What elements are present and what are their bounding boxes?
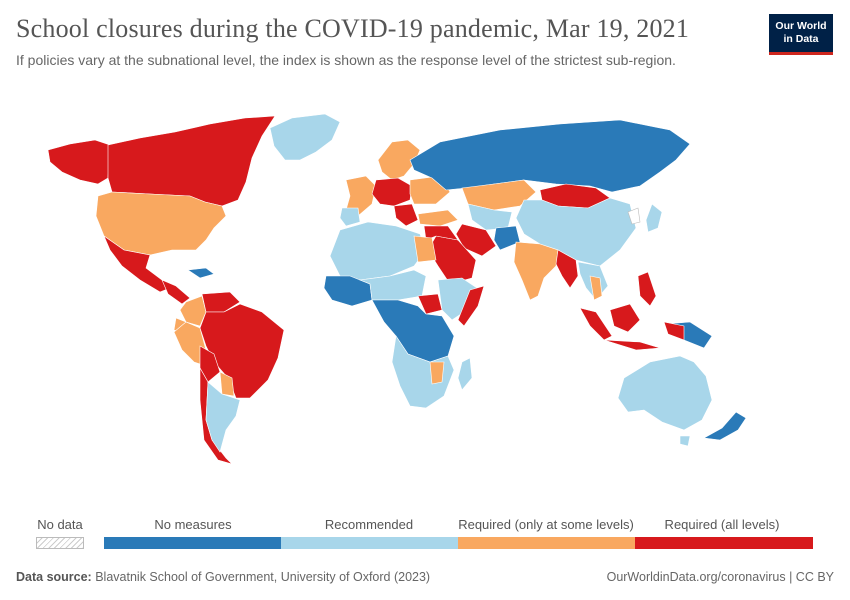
region-china[interactable] [515,197,637,267]
region-egypt[interactable] [413,235,437,263]
region-paraguay[interactable] [219,371,235,397]
data-source-text[interactable]: Blavatnik School of Government, Universi… [95,570,431,584]
region-tasmania[interactable] [679,435,691,447]
legend-no-data-swatch [36,537,84,549]
region-western-europe[interactable] [345,175,377,217]
legend-label-no-measures: No measures [154,517,232,532]
region-iberia[interactable] [339,207,361,227]
region-north-africa[interactable] [329,221,427,281]
region-central-america[interactable] [161,279,191,305]
region-myanmar[interactable] [555,249,579,289]
legend: No data No measures Recommended Required… [0,515,850,555]
region-korea[interactable] [627,207,641,225]
chart-subtitle: If policies vary at the subnational leve… [16,52,676,68]
region-canada[interactable] [107,115,276,207]
region-indonesia-west[interactable] [579,307,613,341]
region-india[interactable] [513,241,559,301]
legend-no-data-label: No data [37,517,83,532]
region-japan[interactable] [645,203,663,233]
world-map[interactable] [0,100,850,480]
region-alaska[interactable] [47,139,111,185]
credit-link[interactable]: OurWorldinData.org/coronavirus | CC BY [606,570,834,584]
region-java[interactable] [603,339,661,351]
logo-line-1: Our World [775,20,827,32]
region-west-africa[interactable] [323,275,373,307]
region-colombia[interactable] [179,295,207,327]
legend-label-required-some: Required (only at some levels) [458,517,634,532]
region-southern-africa[interactable] [391,335,455,409]
legend-label-recommended: Recommended [324,517,414,532]
region-iran[interactable] [455,223,497,257]
region-somalia[interactable] [457,285,485,327]
region-argentina[interactable] [205,381,241,453]
region-brazil[interactable] [199,303,285,399]
region-thailand[interactable] [589,275,603,301]
owid-logo[interactable]: Our World in Data [769,14,833,55]
region-central-europe[interactable] [371,177,413,207]
region-bolivia[interactable] [199,345,221,383]
region-central-africa[interactable] [371,299,455,363]
region-caribbean[interactable] [187,267,215,279]
data-source-label: Data source: [16,570,92,584]
region-greenland[interactable] [269,113,341,161]
legend-swatch-required-some[interactable] [458,537,635,549]
data-source: Data source: Blavatnik School of Governm… [16,570,430,584]
region-australia[interactable] [617,355,713,431]
legend-swatch-no-measures[interactable] [104,537,281,549]
region-philippines[interactable] [637,271,657,307]
legend-label-required-all: Required (all levels) [664,517,780,532]
region-borneo[interactable] [609,303,641,333]
region-west-papua[interactable] [663,321,685,341]
region-venezuela[interactable] [201,291,241,313]
region-turkey[interactable] [417,209,459,227]
legend-swatch-recommended[interactable] [281,537,458,549]
region-russia[interactable] [409,119,691,193]
chart-title: School closures during the COVID-19 pand… [16,14,690,43]
region-madagascar[interactable] [457,357,473,391]
region-afghanistan[interactable] [493,225,521,251]
legend-swatch-required-all[interactable] [635,537,813,549]
region-mozambique[interactable] [429,361,445,385]
region-new-zealand[interactable] [703,411,747,441]
logo-line-2: in Data [783,33,819,45]
region-balkans[interactable] [393,203,419,227]
